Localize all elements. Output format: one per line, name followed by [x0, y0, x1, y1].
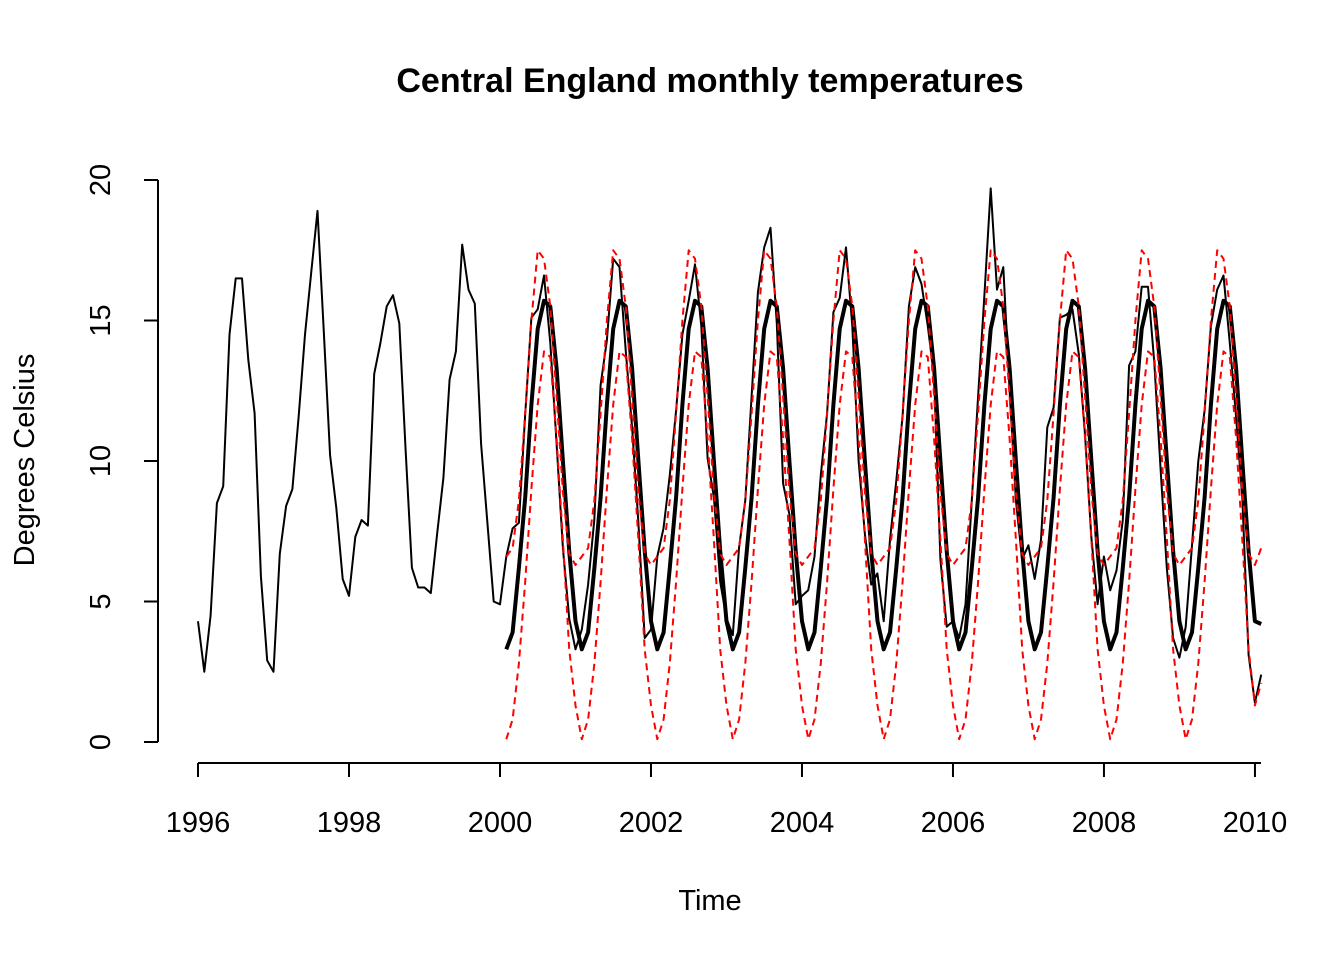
- y-tick-label: 15: [85, 304, 117, 336]
- series-layer: [197, 187, 1263, 741]
- y-axis-label: Degrees Celsius: [9, 354, 41, 567]
- x-axis: 1996 1998 2000 2002 2004 2006 2008 2010: [166, 762, 1288, 839]
- x-tick-label: 2006: [921, 807, 986, 839]
- x-tick-label: 2002: [619, 807, 684, 839]
- series-line-1: [504, 298, 1263, 652]
- chart-title: Central England monthly temperatures: [396, 62, 1023, 100]
- x-tick-label: 2004: [770, 807, 835, 839]
- x-tick-label: 2008: [1072, 807, 1137, 839]
- series-line-0: [197, 187, 1263, 704]
- y-tick-label: 5: [85, 593, 117, 609]
- x-tick-label: 1998: [317, 807, 382, 839]
- x-tick-label: 1996: [166, 807, 231, 839]
- y-tick-label: 0: [85, 734, 117, 750]
- x-axis-label: Time: [678, 885, 741, 917]
- x-tick-label: 2000: [468, 807, 533, 839]
- series-line-3: [505, 350, 1263, 741]
- y-axis: 0 5 10 15 20: [85, 164, 159, 750]
- y-tick-label: 20: [85, 164, 117, 196]
- x-tick-label: 2010: [1223, 807, 1288, 839]
- series-line-2: [505, 249, 1263, 566]
- y-tick-label: 10: [85, 445, 117, 477]
